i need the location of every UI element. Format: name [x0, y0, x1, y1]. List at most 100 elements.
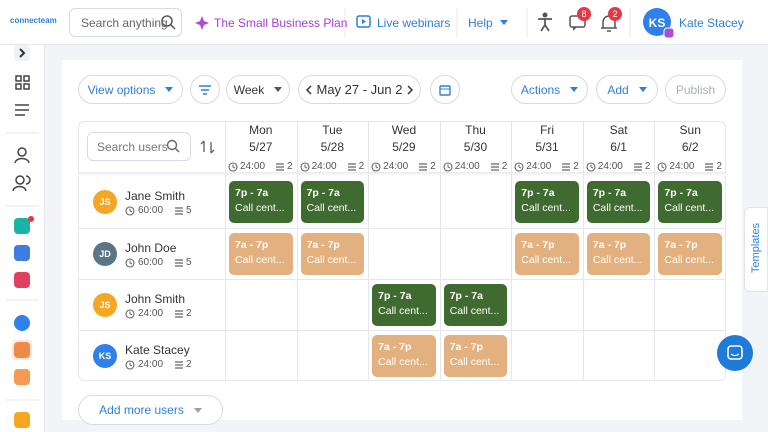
user-shifts: 5: [186, 205, 192, 216]
sidebar-icons: [6, 45, 39, 428]
label: Add more users: [99, 403, 184, 417]
shift[interactable]: [300, 232, 365, 275]
day-shifts: 2: [501, 161, 508, 172]
top-bar: [0, 0, 768, 45]
templates-tab[interactable]: [744, 207, 768, 292]
shift[interactable]: [658, 181, 722, 223]
notification-badge: 2: [612, 9, 618, 19]
add-more-users[interactable]: Add more users: [78, 395, 223, 425]
shift-role: Call cent...: [306, 202, 357, 214]
stack-icon: [704, 161, 714, 171]
label: Publish: [675, 82, 716, 97]
user-name[interactable]: Kate Stacey: [679, 16, 744, 30]
shift[interactable]: [586, 232, 651, 275]
user-name[interactable]: Jane Smith: [125, 189, 186, 203]
day-date: 6/2: [681, 140, 699, 154]
shift[interactable]: [229, 181, 293, 223]
shift-role: Call cent...: [592, 253, 643, 266]
shift[interactable]: [658, 232, 722, 275]
column-line: [654, 121, 656, 381]
shift-time: 7a - 7p: [521, 238, 555, 251]
publish[interactable]: Publish: [665, 75, 726, 104]
avatar: JS: [93, 292, 117, 317]
clock-icon: [125, 308, 135, 319]
shift-time: 7a - 7p: [306, 238, 340, 251]
webinars-link[interactable]: Live webinars: [377, 16, 451, 30]
label: Add: [607, 82, 629, 97]
shift-role: Call cent...: [306, 253, 357, 266]
shift[interactable]: [300, 181, 365, 223]
day-name: Mon: [249, 123, 273, 137]
stack-icon: [347, 161, 357, 171]
day-shifts: 2: [644, 161, 651, 172]
shift-time: 7p - 7a: [378, 289, 412, 302]
global-search[interactable]: [69, 8, 182, 37]
add[interactable]: Add: [596, 75, 658, 104]
filter[interactable]: [190, 75, 220, 104]
shift[interactable]: [515, 232, 579, 275]
clock-icon: [125, 205, 135, 216]
top-icons: [161, 7, 675, 39]
stack-icon: [174, 308, 184, 318]
label: View options: [87, 82, 156, 97]
shift[interactable]: [443, 283, 508, 326]
day-date: 5/27: [249, 140, 273, 154]
clock-icon: [514, 161, 524, 172]
day-hours: 24:00: [526, 161, 552, 172]
column-line: [296, 121, 298, 381]
day-hours: 24:00: [311, 161, 337, 172]
logo: connecteam: [10, 16, 57, 25]
user-search-placeholder: Search users: [97, 140, 168, 154]
day-name: Fri: [540, 123, 555, 137]
shift[interactable]: [515, 181, 579, 223]
chat-icon: [727, 345, 743, 360]
shift-time: 7p - 7a: [449, 289, 483, 302]
shift[interactable]: [229, 232, 293, 275]
view-options[interactable]: View options: [78, 75, 183, 104]
user-name[interactable]: John Smith: [125, 291, 186, 306]
day-hours: 24:00: [454, 161, 480, 172]
shift[interactable]: [586, 181, 651, 223]
user-name[interactable]: John Doe: [125, 240, 177, 255]
user-hours: 60:00: [138, 256, 164, 268]
shift-time: 7a - 7p: [664, 238, 698, 251]
column-line: [439, 121, 441, 381]
shift[interactable]: [372, 283, 436, 326]
shift-role: Call cent...: [449, 304, 500, 317]
search-placeholder: Search anything: [81, 16, 168, 30]
row-line: [78, 279, 726, 280]
chat-button[interactable]: [717, 335, 753, 371]
calendar[interactable]: [430, 75, 460, 104]
day-name: Tue: [322, 123, 343, 137]
user-initials: KS: [648, 16, 666, 30]
avatar: KS: [93, 343, 117, 368]
next[interactable]: [406, 84, 414, 95]
date-range[interactable]: May 27 - Jun 2: [298, 75, 421, 104]
shift-time: 7p - 7a: [306, 187, 340, 199]
day-shifts: 2: [430, 161, 436, 172]
shift-time: 7a - 7p: [235, 238, 269, 251]
help-menu[interactable]: Help: [468, 16, 493, 30]
shift-role: Call cent...: [378, 304, 428, 317]
prev[interactable]: [305, 84, 313, 95]
clock-icon: [371, 161, 381, 172]
day-hours: 24:00: [597, 161, 623, 172]
shift[interactable]: [443, 334, 508, 377]
user-search[interactable]: [87, 132, 191, 161]
actions[interactable]: Actions: [511, 75, 588, 104]
clock-icon: [125, 257, 135, 268]
period[interactable]: Week: [226, 75, 290, 104]
clock-icon: [125, 359, 135, 370]
plan-link[interactable]: The Small Business Plan: [214, 16, 348, 30]
shift-time: 7p - 7a: [521, 187, 555, 199]
day-name: Wed: [391, 123, 417, 137]
shift[interactable]: [372, 334, 436, 377]
calendar-icon: [439, 84, 451, 96]
day-name: Sun: [679, 123, 701, 137]
stack-icon: [174, 257, 184, 267]
user-name[interactable]: Kate Stacey: [125, 342, 190, 357]
day-name: Thu: [465, 123, 486, 137]
user-shifts: 5: [186, 256, 192, 268]
